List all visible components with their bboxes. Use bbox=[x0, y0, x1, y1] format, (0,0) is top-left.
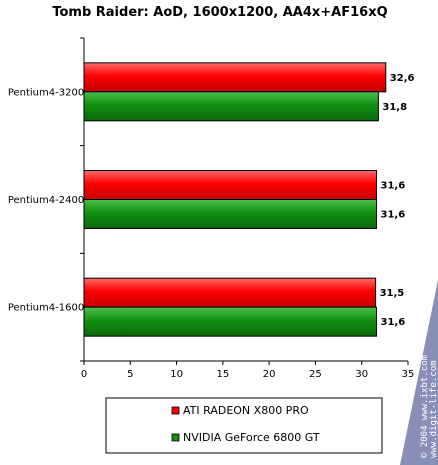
category-label: Pentium4-1600 bbox=[8, 303, 84, 314]
value-label-ati: 31,6 bbox=[381, 181, 406, 192]
x-tick-label: 10 bbox=[170, 369, 183, 380]
value-label-ati: 32,6 bbox=[390, 73, 415, 84]
x-tick-label: 20 bbox=[263, 369, 276, 380]
x-tick-label: 25 bbox=[309, 369, 322, 380]
x-tick-label: 5 bbox=[127, 369, 133, 380]
x-tick-label: 35 bbox=[402, 369, 415, 380]
value-label-nvidia: 31,6 bbox=[381, 317, 406, 328]
watermark-line-1: © 2004 www.ixbt.com bbox=[420, 355, 430, 458]
value-label-nvidia: 31,8 bbox=[382, 102, 407, 113]
x-tick-label: 30 bbox=[355, 369, 368, 380]
legend-swatch-nvidia bbox=[171, 433, 180, 442]
bar-nvidia bbox=[83, 91, 379, 122]
legend-box bbox=[105, 397, 383, 454]
legend-swatch-ati bbox=[171, 406, 180, 415]
category-label: Pentium4-2400 bbox=[8, 195, 84, 206]
legend-label-ati: ATI RADEON X800 PRO bbox=[183, 404, 309, 417]
category-label: Pentium4-3200 bbox=[8, 87, 84, 98]
bar-ati bbox=[83, 277, 377, 308]
bar-nvidia bbox=[83, 306, 378, 337]
value-label-ati: 31,5 bbox=[380, 288, 405, 299]
x-tick-label: 15 bbox=[216, 369, 229, 380]
bar-nvidia bbox=[83, 199, 378, 229]
bar-ati bbox=[83, 62, 387, 93]
value-label-nvidia: 31,6 bbox=[381, 210, 406, 221]
watermark-triangle bbox=[400, 280, 438, 465]
legend-label-nvidia: NVIDIA GeForce 6800 GT bbox=[183, 431, 320, 444]
x-tick-label: 0 bbox=[81, 369, 87, 380]
chart-title: Tomb Raider: AoD, 1600x1200, AA4x+AF16xQ bbox=[52, 5, 387, 20]
legend: ATI RADEON X800 PRO NVIDIA GeForce 6800 … bbox=[105, 397, 383, 454]
bar-ati bbox=[83, 170, 378, 200]
watermark-line-2: www.digit-life.com bbox=[429, 360, 438, 458]
